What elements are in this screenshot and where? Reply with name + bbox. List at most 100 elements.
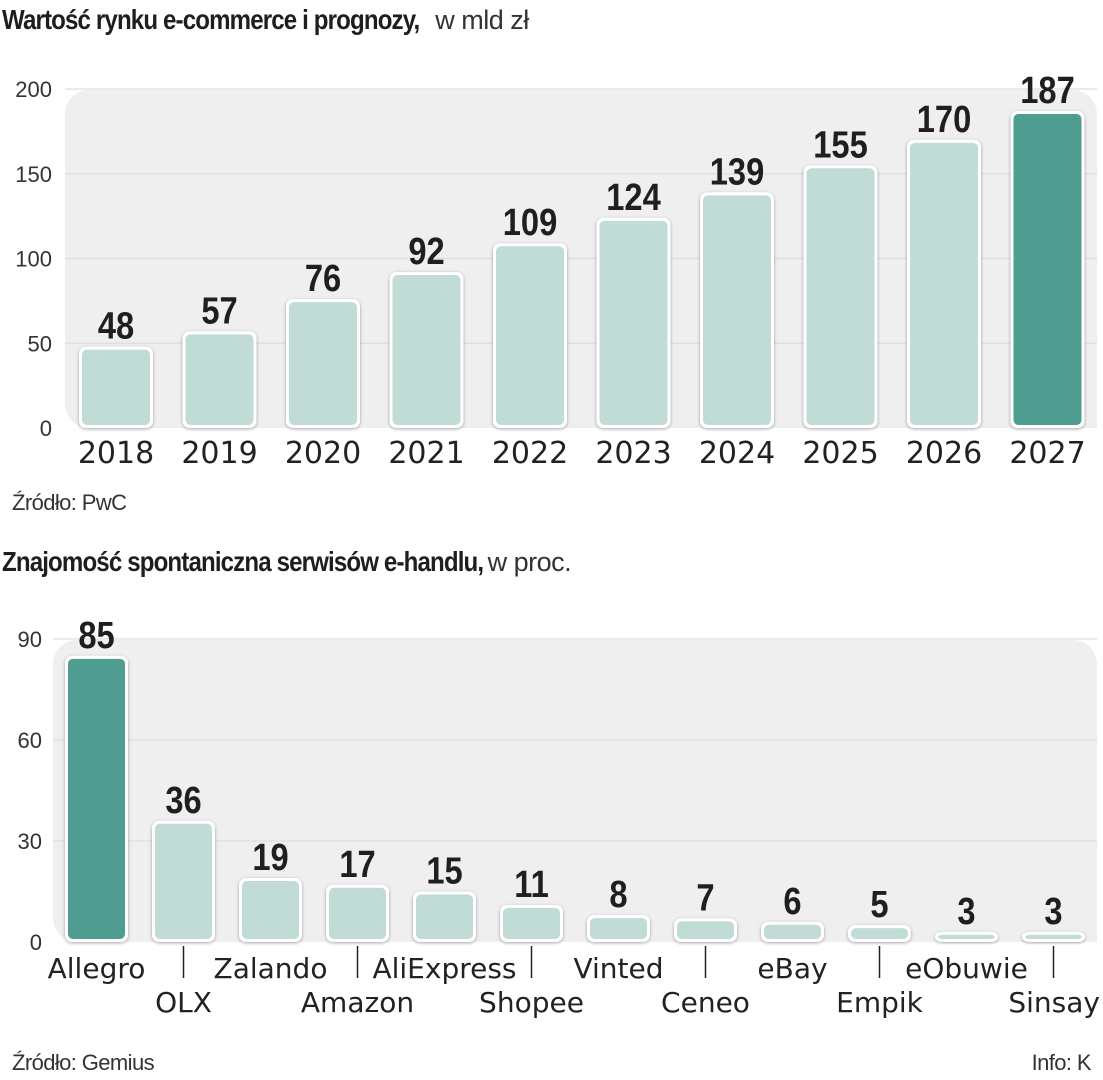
value-label: 155 (813, 123, 868, 166)
bar (910, 142, 978, 425)
bar-group: 170 2026 (906, 98, 982, 471)
category-label: eObuwie (905, 952, 1028, 985)
value-label: 7 (696, 876, 714, 919)
x-tick-label: 2024 (699, 436, 775, 471)
x-tick-label: 2026 (906, 436, 982, 471)
chart2-source: Źródło: Gemius (12, 1050, 155, 1075)
bar (851, 928, 908, 939)
value-label: 5 (870, 883, 888, 926)
bar (806, 168, 875, 425)
y-tick-label: 0 (40, 416, 52, 441)
value-label: 76 (305, 257, 341, 300)
bar (185, 334, 254, 425)
category-label: Amazon (301, 986, 414, 1019)
x-tick-label: 2023 (595, 436, 671, 471)
value-label: 36 (165, 778, 201, 821)
chart2-title-main: Znajomość spontaniczna serwisów e-handlu… (2, 546, 484, 577)
bar-group: 5 Empik (836, 883, 924, 1019)
plot-background (53, 640, 1097, 942)
bar-group: 124 2023 (595, 176, 671, 471)
value-label: 92 (408, 230, 444, 273)
chart2-title-unit: w proc. (487, 547, 572, 577)
bar (392, 275, 461, 425)
y-tick-label: 60 (18, 728, 42, 753)
y-tick-label: 30 (18, 829, 42, 854)
y-tick-label: 50 (28, 331, 52, 356)
chart1-title: Wartość rynku e-commerce i prognozy, w ml… (2, 4, 529, 36)
bar-group: 15 AliExpress (372, 849, 516, 985)
bar (590, 918, 647, 939)
bar-group: 3 eObuwie (905, 890, 1028, 985)
bar (764, 924, 821, 939)
y-tick-label: 100 (15, 247, 52, 272)
bar-group: 109 2022 (492, 201, 568, 471)
bar-group: 139 2024 (699, 150, 775, 471)
bar-group: 8 Vinted (573, 873, 663, 985)
bar-group: 57 2019 (181, 289, 257, 471)
bar-group: 6 eBay (757, 879, 827, 985)
value-label: 187 (1020, 69, 1075, 112)
value-label: 170 (917, 98, 972, 141)
bar (938, 934, 995, 939)
info-credit: Info: K (1031, 1050, 1092, 1075)
bar (82, 349, 150, 425)
value-label: 15 (426, 849, 462, 892)
value-label: 48 (98, 304, 134, 347)
bar (496, 246, 564, 425)
bar (503, 907, 560, 939)
value-label: 3 (957, 890, 975, 933)
category-label: Empik (836, 986, 924, 1019)
x-tick-label: 2022 (492, 436, 568, 471)
bar (289, 302, 357, 425)
value-label: 17 (339, 842, 375, 885)
category-label: Ceneo (661, 986, 750, 1019)
y-tick-label: 150 (15, 162, 52, 187)
value-label: 85 (78, 614, 114, 657)
value-label: 124 (606, 176, 661, 219)
value-label: 3 (1044, 890, 1062, 933)
value-label: 139 (710, 150, 765, 193)
chart2-title: Znajomość spontaniczna serwisów e-handlu… (2, 546, 572, 578)
bar (68, 658, 125, 939)
value-label: 57 (201, 289, 237, 332)
category-label: AliExpress (372, 952, 516, 985)
value-label: 109 (503, 201, 558, 244)
bar (1025, 934, 1082, 939)
bar (703, 195, 771, 425)
bar-group: 76 2020 (285, 257, 361, 471)
category-label: eBay (757, 952, 827, 985)
chart1-title-main: Wartość rynku e-commerce i prognozy, (2, 4, 420, 35)
bar (329, 887, 386, 939)
bar-group: 85 Allegro (48, 614, 146, 985)
x-tick-label: 2021 (388, 436, 464, 471)
bar (416, 894, 473, 939)
bar (1013, 114, 1082, 425)
bar-group: 155 2025 (802, 123, 878, 471)
y-tick-label: 90 (18, 627, 42, 652)
category-label: Sinsay (1008, 986, 1100, 1019)
value-label: 19 (252, 836, 288, 879)
bar-group: 48 2018 (78, 304, 154, 471)
y-tick-label: 200 (15, 77, 52, 102)
category-label: OLX (155, 986, 212, 1019)
bar-group: 17 Amazon (301, 842, 414, 1019)
y-tick-label: 0 (30, 930, 42, 955)
chart1-market-value: 0 50 100 150 200 48 2018 57 2019 76 2020 92 2021 109 2… (15, 69, 1097, 471)
bar-group: 92 2021 (388, 230, 464, 471)
category-label: Vinted (573, 952, 663, 985)
bar (677, 921, 734, 939)
bar-group: 11 Shopee (479, 863, 584, 1019)
x-tick-label: 2025 (802, 436, 878, 471)
bar (242, 881, 299, 939)
value-label: 8 (609, 873, 627, 916)
bar-group: 187 2027 (1009, 69, 1085, 471)
value-label: 11 (514, 863, 549, 906)
category-label: Allegro (48, 952, 146, 985)
bar-group: 19 Zalando (214, 836, 328, 985)
x-tick-label: 2018 (78, 436, 154, 471)
bar-group: 3 Sinsay (1008, 890, 1100, 1019)
chart1-title-unit: w mld zł (435, 5, 529, 35)
bar-group: 36 OLX (152, 778, 215, 1019)
category-label: Shopee (479, 986, 584, 1019)
